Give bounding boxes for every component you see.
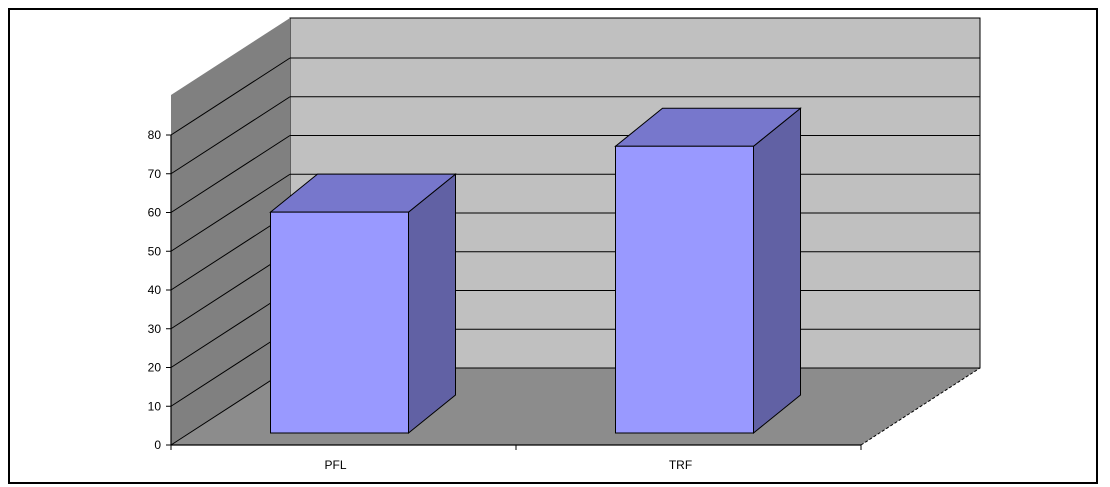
gridline-side [170, 57, 291, 136]
bar-side-face [753, 107, 801, 435]
gridline-side [170, 96, 291, 175]
y-tick-label: 60 [148, 206, 162, 220]
y-tick-label: 0 [154, 438, 161, 452]
y-tick-label: 80 [148, 128, 162, 142]
bar-front-face [270, 211, 409, 434]
bar-trf [614, 107, 802, 435]
y-tick-label: 40 [148, 283, 162, 297]
y-tick-label: 30 [148, 322, 162, 336]
y-tick-label: 10 [148, 399, 162, 413]
bar-pfl [269, 173, 457, 435]
y-tick-label: 70 [148, 167, 162, 181]
bars [269, 107, 802, 435]
floor-depth-edge [860, 367, 981, 446]
gridline-side [170, 135, 291, 213]
chart-frame: 0 10 20 30 40 50 60 70 80 PFL TRF [8, 8, 1098, 484]
side-wall [171, 18, 290, 445]
x-tick-label: TRF [669, 458, 692, 472]
axes [166, 134, 981, 450]
bar-side-face [408, 173, 456, 435]
gridline-side [170, 173, 291, 252]
tick-labels: 0 10 20 30 40 50 60 70 80 PFL TRF [148, 128, 693, 472]
y-tick-label: 20 [148, 361, 162, 375]
bar-front-face [615, 145, 754, 434]
y-tick-label: 50 [148, 244, 162, 258]
x-tick-label: PFL [324, 458, 346, 472]
bar-chart: 0 10 20 30 40 50 60 70 80 PFL TRF [148, 17, 981, 472]
